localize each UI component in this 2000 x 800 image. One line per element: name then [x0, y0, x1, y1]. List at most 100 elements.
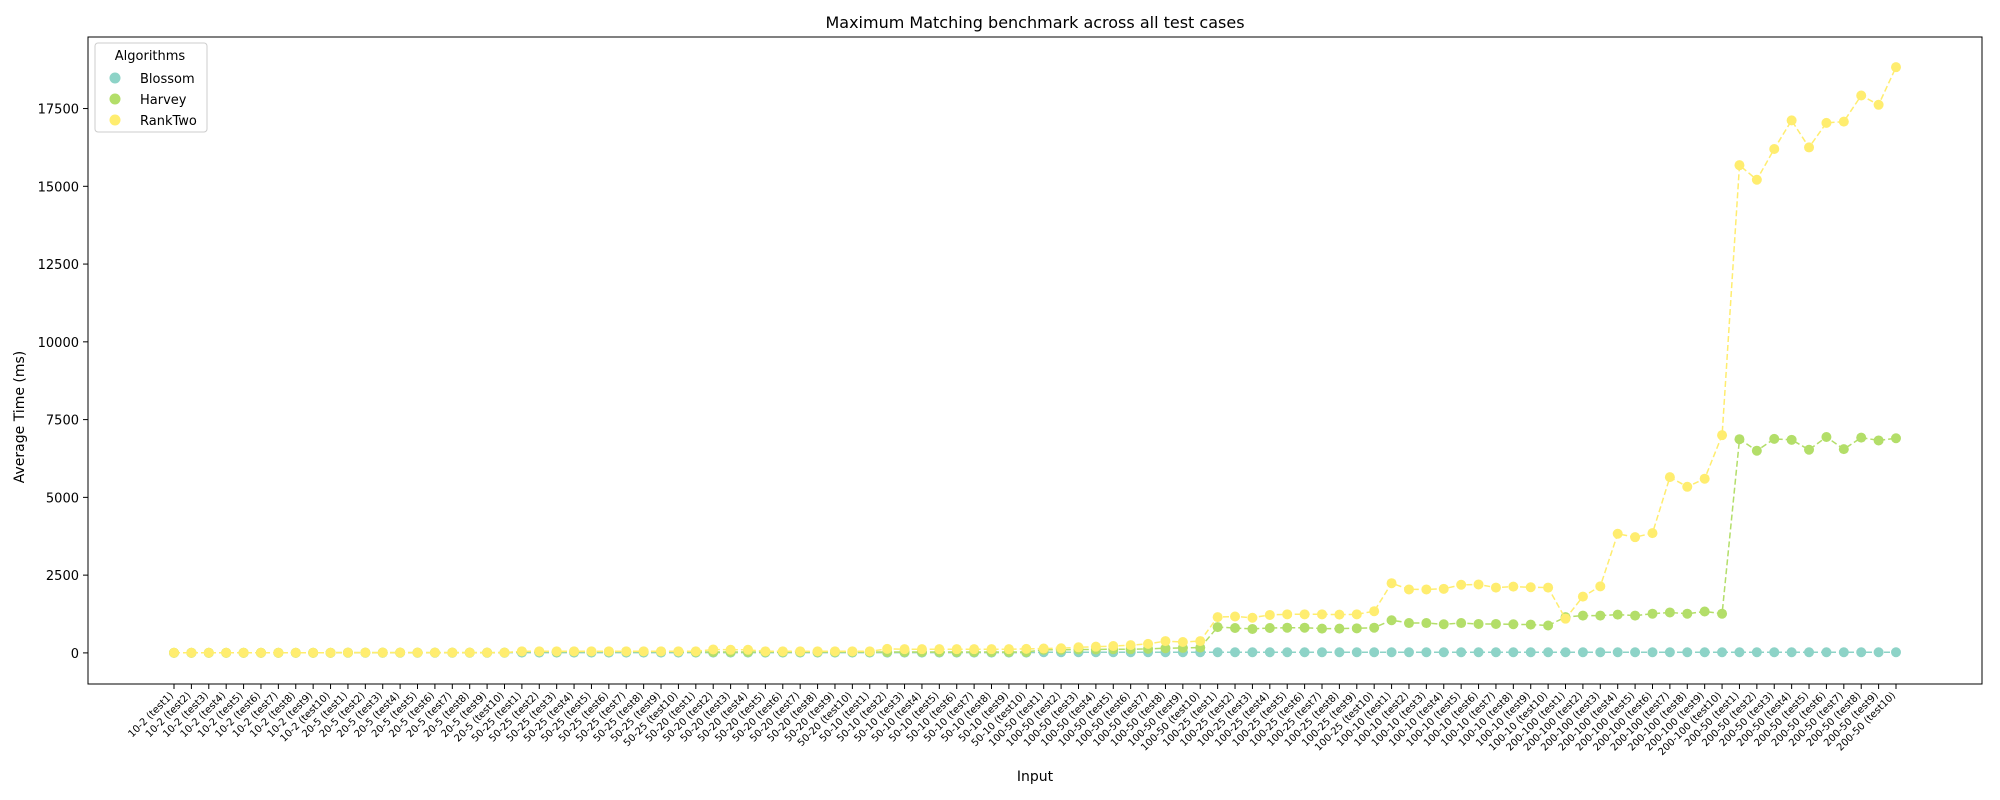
- data-point: [1317, 623, 1327, 634]
- data-point: [586, 646, 597, 657]
- data-point: [725, 644, 736, 655]
- series-harvey: [169, 432, 1901, 658]
- data-point: [1734, 647, 1745, 658]
- data-point: [1299, 609, 1310, 620]
- data-point: [1108, 641, 1119, 652]
- data-point: [1682, 647, 1693, 658]
- data-point: [308, 647, 319, 658]
- data-point: [1751, 647, 1762, 658]
- data-point: [1595, 581, 1606, 592]
- data-point: [1751, 445, 1762, 456]
- data-point: [934, 644, 945, 655]
- data-point: [1612, 647, 1623, 658]
- data-point: [1769, 647, 1780, 658]
- data-point: [1612, 609, 1623, 620]
- legend-marker: [109, 114, 121, 126]
- data-point: [412, 647, 423, 658]
- data-point: [1647, 608, 1658, 619]
- data-point: [847, 646, 858, 657]
- y-tick-label: 17500: [38, 103, 79, 118]
- data-point: [1891, 433, 1901, 444]
- legend: Algorithms Blossom Harvey RankTwo: [94, 42, 208, 133]
- data-point: [1003, 644, 1014, 655]
- data-point: [482, 647, 493, 658]
- data-point: [447, 647, 458, 658]
- data-point: [1421, 584, 1432, 595]
- series-ranktwo: [169, 62, 1901, 658]
- data-point: [1438, 647, 1449, 658]
- data-point: [360, 647, 371, 658]
- data-point: [255, 647, 266, 658]
- series-line: [174, 651, 1896, 654]
- data-point: [1456, 647, 1467, 658]
- data-point: [1821, 117, 1832, 128]
- data-point: [986, 644, 997, 655]
- y-tick-label: 15000: [38, 180, 79, 195]
- data-point: [395, 647, 406, 658]
- data-point: [1490, 618, 1501, 629]
- data-point: [1264, 647, 1275, 658]
- data-point: [1056, 643, 1067, 654]
- data-point: [1317, 609, 1327, 620]
- legend-marker: [109, 72, 121, 84]
- data-point: [499, 647, 510, 658]
- data-point: [1334, 647, 1345, 658]
- data-point: [1299, 622, 1310, 633]
- data-point: [1160, 636, 1171, 647]
- data-point: [1717, 647, 1728, 658]
- data-point: [656, 646, 667, 657]
- data-point: [1490, 582, 1501, 593]
- data-point: [1334, 623, 1345, 634]
- legend-label: Blossom: [140, 72, 195, 87]
- x-axis-label: Input: [1017, 769, 1054, 785]
- data-point: [1369, 622, 1380, 633]
- data-point: [1317, 647, 1327, 658]
- data-point: [1647, 528, 1658, 539]
- data-point: [1734, 434, 1745, 445]
- data-point: [1577, 647, 1588, 658]
- data-point: [1212, 612, 1223, 623]
- data-point: [1647, 647, 1658, 658]
- data-point: [186, 647, 197, 658]
- data-point: [1560, 647, 1571, 658]
- data-point: [1699, 606, 1710, 617]
- data-point: [829, 646, 840, 657]
- y-tick-label: 7500: [46, 414, 79, 429]
- data-point: [1212, 622, 1223, 633]
- data-point: [621, 646, 632, 657]
- data-point: [1195, 636, 1206, 647]
- y-tick-label: 12500: [38, 258, 79, 273]
- data-point: [1682, 608, 1693, 619]
- legend-title: Algorithms: [115, 49, 186, 64]
- data-point: [1630, 647, 1641, 658]
- data-point: [1264, 623, 1275, 634]
- data-point: [1125, 640, 1136, 651]
- data-point: [1508, 647, 1519, 658]
- data-point: [1543, 620, 1554, 631]
- data-point: [342, 647, 353, 658]
- data-point: [916, 644, 927, 655]
- data-point: [1438, 619, 1449, 630]
- y-tick-label: 2500: [46, 569, 79, 584]
- data-point: [1821, 432, 1832, 443]
- data-point: [551, 646, 562, 657]
- data-point: [429, 647, 440, 658]
- data-point: [1351, 647, 1362, 658]
- data-point: [290, 647, 301, 658]
- data-point: [1438, 583, 1449, 594]
- data-point: [1856, 432, 1867, 443]
- data-point: [1717, 430, 1728, 441]
- data-point: [1508, 581, 1519, 592]
- data-point: [1891, 62, 1901, 73]
- data-point: [1403, 618, 1414, 629]
- data-point: [1299, 647, 1310, 658]
- data-point: [1351, 623, 1362, 634]
- y-tick-label: 5000: [46, 491, 79, 506]
- data-point: [1612, 528, 1623, 539]
- data-point: [690, 646, 701, 657]
- data-point: [777, 646, 788, 657]
- data-point: [1699, 473, 1710, 484]
- data-point: [1282, 647, 1293, 658]
- y-axis-label: Average Time (ms): [12, 351, 28, 484]
- data-point: [1664, 472, 1675, 483]
